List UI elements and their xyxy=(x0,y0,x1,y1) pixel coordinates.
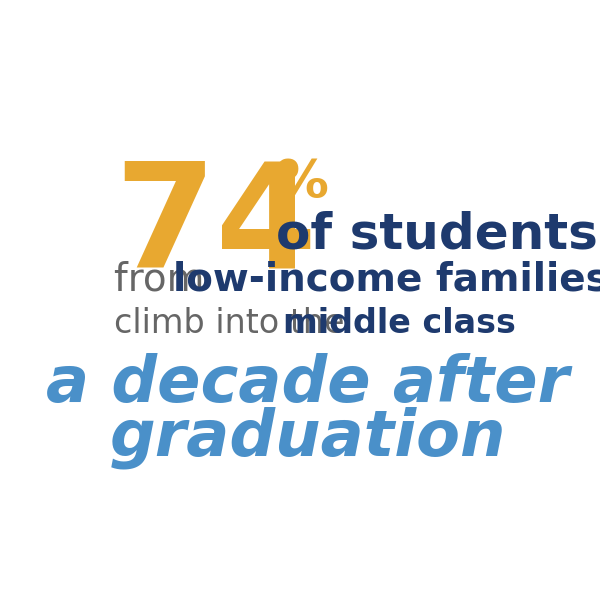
Text: %: % xyxy=(275,157,328,209)
Text: 74: 74 xyxy=(114,157,317,298)
Text: a decade after: a decade after xyxy=(46,353,569,415)
Text: graduation: graduation xyxy=(109,407,506,469)
Text: from: from xyxy=(114,260,217,299)
Text: climb into the: climb into the xyxy=(114,307,355,340)
Text: low-income families: low-income families xyxy=(173,260,600,299)
Text: of students: of students xyxy=(277,211,598,259)
Text: middle class: middle class xyxy=(283,307,515,340)
